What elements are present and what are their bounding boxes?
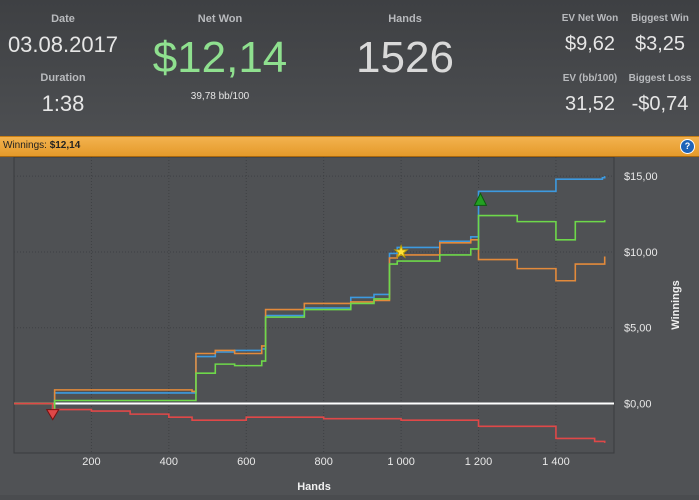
- ev-net-won-label: EV Net Won: [561, 13, 619, 24]
- winnings-bar-label: Winnings:: [3, 140, 47, 151]
- biggest-win-label: Biggest Win: [631, 13, 689, 24]
- date-label: Date: [51, 13, 75, 25]
- all-in-star-marker: [393, 243, 409, 259]
- x-axis-label: Hands: [297, 481, 331, 493]
- y-tick-label: $15,00: [624, 171, 658, 183]
- ev-bb-value: 31,52: [564, 93, 616, 115]
- plot-area: [13, 156, 615, 454]
- x-tick-label: 1 400: [542, 456, 570, 468]
- hands-label: Hands: [388, 13, 422, 25]
- ev-bb-label: EV (bb/100): [562, 73, 618, 84]
- series-line-orange: [14, 239, 606, 411]
- y-tick-label: $5,00: [624, 323, 652, 335]
- net-won-label: Net Won: [197, 13, 243, 25]
- bb-per-100-value: 39,78 bb/100: [190, 91, 250, 102]
- biggest-win-marker: [473, 192, 488, 206]
- x-tick-label: 200: [82, 456, 100, 468]
- net-won-value: $12,14: [152, 33, 288, 82]
- biggest-win-value: $3,25: [634, 33, 686, 55]
- x-tick-label: 800: [314, 456, 332, 468]
- winnings-bar: Winnings: $12,14 ?: [0, 136, 699, 157]
- winnings-chart-container: 200 400 600 800 1 000 1 200 1 400 $0,00 $5,00 $10…: [0, 156, 699, 495]
- biggest-loss-value: -$0,74: [631, 93, 689, 115]
- winnings-bar-text: Winnings: $12,14: [3, 140, 80, 151]
- x-tick-label: 600: [237, 456, 255, 468]
- winnings-bar-value: $12,14: [49, 140, 81, 151]
- x-tick-label: 400: [160, 456, 178, 468]
- y-tick-label: $10,00: [624, 247, 658, 259]
- duration-value: 1:38: [41, 91, 85, 116]
- y-tick-label: $0,00: [624, 399, 652, 411]
- duration-label: Duration: [40, 72, 86, 84]
- date-value: 03.08.2017: [7, 32, 119, 57]
- biggest-loss-marker: [45, 409, 60, 421]
- series-line-red: [14, 402, 606, 443]
- series-line-green: [14, 214, 606, 412]
- ev-net-won-value: $9,62: [564, 33, 616, 55]
- y-axis-label: Winnings: [670, 280, 682, 329]
- biggest-loss-label: Biggest Loss: [628, 73, 692, 84]
- x-tick-label: 1 000: [387, 456, 415, 468]
- x-tick-label: 1 200: [465, 456, 493, 468]
- help-icon[interactable]: ?: [680, 139, 695, 154]
- session-stats-panel: Date 03.08.2017 Duration 1:38 Net Won $1…: [0, 0, 699, 136]
- hands-value: 1526: [356, 33, 454, 82]
- winnings-chart[interactable]: 200 400 600 800 1 000 1 200 1 400 $0,00 $5,00 $10…: [0, 156, 699, 495]
